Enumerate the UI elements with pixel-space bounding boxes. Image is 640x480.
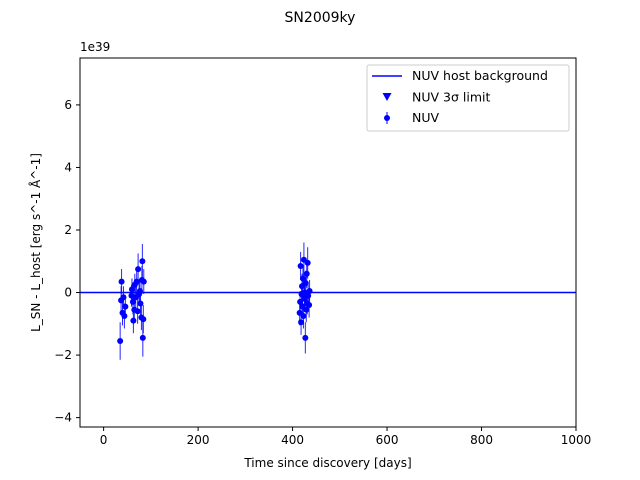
x-axis: 0 200 400 600 800 1000 bbox=[100, 427, 591, 447]
chart-title: SN2009ky bbox=[285, 10, 356, 26]
data-point bbox=[297, 262, 304, 269]
legend-label-nuv: NUV bbox=[412, 110, 439, 125]
data-point bbox=[140, 316, 147, 323]
y-tick-label: 4 bbox=[64, 160, 72, 174]
data-point bbox=[129, 298, 136, 305]
data-point bbox=[306, 287, 313, 294]
data-point bbox=[300, 312, 307, 319]
data-point bbox=[298, 319, 305, 326]
data-point bbox=[117, 338, 124, 345]
data-point bbox=[137, 300, 144, 307]
legend: NUV host background NUV 3σ limit NUV bbox=[366, 64, 570, 132]
data-point bbox=[302, 334, 309, 341]
data-point bbox=[134, 308, 141, 315]
x-tick-label: 200 bbox=[187, 433, 210, 447]
data-point bbox=[135, 266, 142, 273]
y-tick-label: −4 bbox=[54, 411, 72, 425]
y-tick-label: 6 bbox=[64, 98, 72, 112]
data-point bbox=[121, 312, 128, 319]
data-point bbox=[303, 270, 310, 277]
x-axis-label: Time since discovery [days] bbox=[243, 456, 411, 470]
data-point bbox=[130, 317, 137, 324]
data-point bbox=[304, 259, 311, 266]
legend-point-icon bbox=[384, 115, 390, 121]
data-point bbox=[118, 278, 125, 285]
data-point bbox=[139, 258, 146, 265]
data-point bbox=[303, 306, 310, 313]
data-point bbox=[128, 286, 135, 293]
y-axis-label: L_SN - L_host [erg s^-1 Å^-1] bbox=[28, 153, 43, 332]
y-tick-label: −2 bbox=[54, 348, 72, 362]
data-point bbox=[297, 298, 304, 305]
legend-triangle-icon bbox=[382, 93, 392, 101]
y-offset-label: 1e39 bbox=[80, 40, 110, 54]
y-axis: −4 −2 0 2 4 6 bbox=[54, 98, 80, 425]
y-tick-label: 2 bbox=[64, 223, 72, 237]
data-point bbox=[122, 303, 129, 310]
data-point bbox=[302, 280, 309, 287]
data-point bbox=[299, 275, 306, 282]
legend-label-host: NUV host background bbox=[412, 68, 548, 83]
x-tick-label: 600 bbox=[376, 433, 399, 447]
legend-box bbox=[366, 64, 570, 132]
data-point bbox=[136, 287, 143, 294]
plot-frame bbox=[79, 57, 577, 428]
x-tick-label: 400 bbox=[281, 433, 304, 447]
data-point bbox=[140, 278, 147, 285]
x-tick-label: 800 bbox=[470, 433, 493, 447]
data-point bbox=[120, 294, 127, 301]
data-point bbox=[305, 292, 312, 299]
data-point bbox=[133, 278, 140, 285]
y-tick-label: 0 bbox=[64, 286, 72, 300]
plot-area bbox=[80, 242, 576, 360]
x-tick-label: 0 bbox=[100, 433, 108, 447]
legend-label-limit: NUV 3σ limit bbox=[412, 90, 490, 105]
data-point bbox=[306, 302, 313, 309]
x-tick-label: 1000 bbox=[561, 433, 592, 447]
data-point bbox=[139, 334, 146, 341]
